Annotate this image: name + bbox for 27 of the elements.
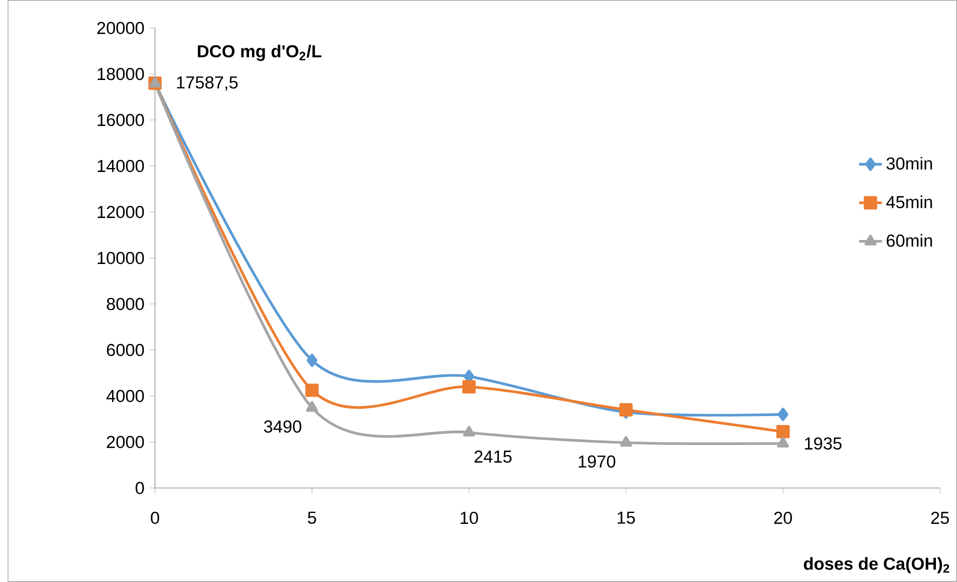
data-label: 1935 xyxy=(805,437,842,450)
x-tick-label: 25 xyxy=(931,512,949,524)
y-axis-title: DCO mg d'O$_{2}$/L xyxy=(198,44,322,61)
legend-label: 45min xyxy=(886,196,932,208)
x-axis-title: doses de Ca(OH)$_{2}$ xyxy=(804,557,950,574)
data-label: 3490 xyxy=(264,420,302,433)
y-tick-label: 2000 xyxy=(106,436,144,448)
x-tick-label: 5 xyxy=(308,512,316,524)
x-tick-label: 20 xyxy=(774,512,792,524)
y-tick-label: 10000 xyxy=(98,252,144,264)
y-tick-label: 4000 xyxy=(106,390,144,402)
data-label: 17587,5 xyxy=(177,76,238,91)
y-tick-label: 0 xyxy=(136,482,144,494)
y-tick-label: 18000 xyxy=(98,68,144,80)
x-tick-label: 10 xyxy=(460,512,478,524)
legend-label: 60min xyxy=(886,234,932,247)
x-tick-label: 0 xyxy=(150,512,160,524)
y-tick-label: 20000 xyxy=(97,22,144,34)
y-tick-label: 8000 xyxy=(106,298,144,310)
x-tick-label: 15 xyxy=(618,512,635,524)
data-label: 2415 xyxy=(474,450,512,463)
y-tick-label: 12000 xyxy=(98,206,144,218)
data-label: 1970 xyxy=(578,455,616,468)
legend-label: 30min xyxy=(886,156,932,170)
y-tick-label: 16000 xyxy=(98,114,144,126)
y-tick-label: 14000 xyxy=(98,160,144,172)
y-tick-label: 6000 xyxy=(106,344,144,356)
